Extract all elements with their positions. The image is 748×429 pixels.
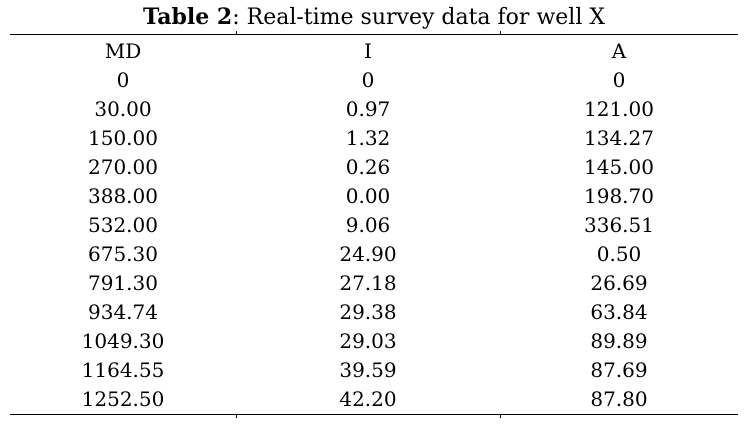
cell-azimuth: 336.51 [584, 213, 654, 237]
cell-inclination: 1.32 [345, 126, 391, 150]
table-row: 791.30 27.18 26.69 [10, 269, 738, 298]
table-body: 0 0 0 30.00 0.97 121.00 150.00 1.32 134.27 270.00… [10, 66, 738, 414]
table-row: 934.74 29.38 63.84 [10, 298, 738, 327]
cell-inclination: 27.18 [339, 271, 397, 295]
cell-md: 532.00 [88, 213, 158, 237]
cell-inclination: 0 [361, 68, 375, 92]
table-caption-label: Table 2 [142, 4, 233, 30]
cell-azimuth: 0 [612, 68, 626, 92]
table-row: 150.00 1.32 134.27 [10, 124, 738, 153]
table-top-rule [10, 34, 738, 35]
column-divider-tick [236, 31, 237, 34]
cell-inclination: 42.20 [339, 387, 397, 411]
table-row: 532.00 9.06 336.51 [10, 211, 738, 240]
table-row: 675.30 24.90 0.50 [10, 240, 738, 269]
cell-inclination: 0.26 [345, 155, 391, 179]
cell-azimuth: 121.00 [584, 97, 654, 121]
cell-md: 388.00 [88, 184, 158, 208]
table-row: 30.00 0.97 121.00 [10, 95, 738, 124]
cell-md: 270.00 [88, 155, 158, 179]
survey-data-table: MD I A 0 0 0 30.00 0.97 121.00 150.00 1.32 134.2… [10, 37, 738, 414]
cell-md: 1049.30 [81, 329, 165, 353]
cell-azimuth: 145.00 [584, 155, 654, 179]
table-caption-text: : Real-time survey data for well X [232, 5, 606, 30]
table-row: 388.00 0.00 198.70 [10, 182, 738, 211]
table-row: 1049.30 29.03 89.89 [10, 327, 738, 356]
column-divider-tick [500, 415, 501, 418]
table-header-row: MD I A [10, 37, 738, 66]
cell-azimuth: 0.50 [596, 242, 642, 266]
cell-azimuth: 87.69 [590, 358, 648, 382]
table-bottom-rule [10, 414, 738, 415]
cell-inclination: 0.97 [345, 97, 391, 121]
cell-azimuth: 63.84 [590, 300, 648, 324]
cell-inclination: 29.38 [339, 300, 397, 324]
cell-md: 1252.50 [81, 387, 165, 411]
cell-azimuth: 87.80 [590, 387, 648, 411]
table-caption: Table 2: Real-time survey data for well … [0, 2, 748, 33]
table-row: 0 0 0 [10, 66, 738, 95]
cell-inclination: 9.06 [345, 213, 391, 237]
header-azimuth: A [611, 39, 627, 63]
cell-inclination: 29.03 [339, 329, 397, 353]
table-row: 270.00 0.26 145.00 [10, 153, 738, 182]
cell-md: 1164.55 [81, 358, 165, 382]
cell-md: 30.00 [94, 97, 152, 121]
cell-md: 934.74 [88, 300, 158, 324]
column-divider-tick [500, 31, 501, 34]
header-md: MD [104, 39, 142, 63]
column-divider-tick [236, 415, 237, 418]
cell-azimuth: 89.89 [590, 329, 648, 353]
cell-azimuth: 26.69 [590, 271, 648, 295]
cell-inclination: 39.59 [339, 358, 397, 382]
header-inclination: I [364, 39, 372, 63]
table-row: 1164.55 39.59 87.69 [10, 356, 738, 385]
cell-md: 0 [116, 68, 130, 92]
cell-azimuth: 134.27 [584, 126, 654, 150]
cell-md: 675.30 [88, 242, 158, 266]
cell-md: 791.30 [88, 271, 158, 295]
table-row: 1252.50 42.20 87.80 [10, 385, 738, 414]
cell-inclination: 24.90 [339, 242, 397, 266]
cell-azimuth: 198.70 [584, 184, 654, 208]
cell-md: 150.00 [88, 126, 158, 150]
cell-inclination: 0.00 [345, 184, 391, 208]
